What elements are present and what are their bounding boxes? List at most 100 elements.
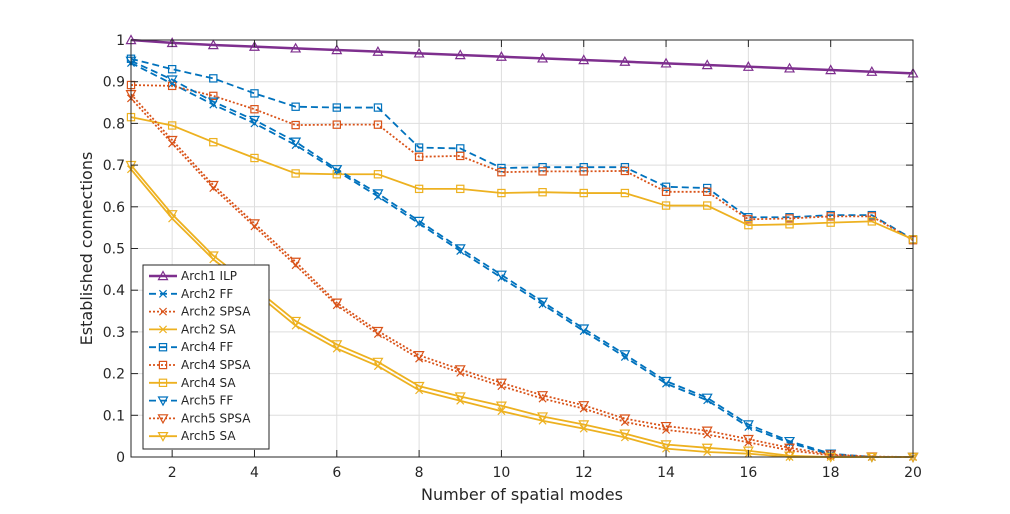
legend-entry: Arch5 SA <box>149 429 236 443</box>
data-point-marker <box>250 153 259 163</box>
data-point-marker <box>661 182 671 191</box>
x-axis-ticks: 2 4 6 8 10 12 14 16 18 20 <box>168 40 922 481</box>
data-point-marker <box>167 81 177 91</box>
data-point-marker <box>373 120 383 129</box>
data-point-marker <box>578 54 590 65</box>
x-tick-label: 6 <box>332 465 341 481</box>
data-point-marker <box>620 166 630 176</box>
data-point-marker <box>454 365 466 376</box>
legend-entry: Arch4 SA <box>149 376 236 390</box>
data-point-marker <box>784 451 796 462</box>
data-point-marker <box>579 167 588 176</box>
y-tick-label: 0.5 <box>103 242 125 258</box>
series-line <box>130 84 914 241</box>
data-point-marker <box>784 62 796 73</box>
x-tick-label: 12 <box>575 465 593 481</box>
y-tick-label: 1 <box>116 33 125 49</box>
data-point-marker <box>495 50 507 61</box>
data-point-marker <box>167 121 177 130</box>
data-point-marker <box>703 187 712 196</box>
x-tick-label: 10 <box>493 465 511 481</box>
data-point-marker <box>454 244 466 255</box>
legend-entry: Arch1 ILP <box>149 269 237 283</box>
data-point-marker <box>291 120 300 130</box>
data-point-marker <box>157 270 169 281</box>
data-point-marker <box>703 201 712 210</box>
x-tick-label: 2 <box>168 465 177 481</box>
data-point-marker <box>158 325 168 334</box>
data-point-marker <box>290 137 302 148</box>
y-tick-label: 0.2 <box>103 367 125 383</box>
data-point-marker <box>495 401 507 412</box>
data-point-marker <box>332 120 341 129</box>
data-point-marker <box>158 307 168 316</box>
data-point-marker <box>209 91 218 101</box>
legend-entry: Arch4 FF <box>149 340 233 354</box>
data-point-marker <box>207 251 219 262</box>
data-point-marker <box>414 143 424 152</box>
data-point-marker <box>497 188 506 198</box>
data-point-marker <box>619 55 631 66</box>
legend-label: Arch4 SPSA <box>181 358 251 372</box>
data-point-marker <box>331 298 343 309</box>
data-point-marker <box>454 392 466 403</box>
data-point-marker <box>157 432 169 442</box>
legend: Arch1 ILP Arch2 FF Arch2 SPSA Arch2 SA Arch4… <box>142 264 270 450</box>
legend-entry: Arch5 FF <box>149 394 233 408</box>
legend-entry: Arch5 SPSA <box>149 411 251 425</box>
y-tick-label: 0.3 <box>103 325 125 341</box>
data-point-marker <box>413 351 425 361</box>
data-point-marker <box>701 426 713 437</box>
data-point-marker <box>537 52 549 63</box>
y-tick-label: 0.8 <box>103 116 125 132</box>
x-tick-label: 8 <box>415 465 424 481</box>
x-tick-label: 20 <box>904 465 922 481</box>
x-tick-label: 16 <box>739 465 757 481</box>
legend-label: Arch5 SA <box>181 429 236 443</box>
data-point-marker <box>372 45 384 56</box>
data-point-marker <box>742 60 754 71</box>
data-point-marker <box>701 393 713 404</box>
data-point-marker <box>373 170 383 179</box>
data-point-marker <box>207 39 219 50</box>
legend-entry: Arch4 SPSA <box>149 358 251 372</box>
legend-label: Arch5 FF <box>181 394 233 408</box>
data-point-marker <box>538 167 547 176</box>
data-point-marker <box>619 350 631 361</box>
data-point-marker <box>784 443 796 454</box>
data-point-marker <box>331 340 343 351</box>
data-point-marker <box>414 152 424 161</box>
data-point-marker <box>742 420 754 431</box>
data-point-marker <box>414 184 424 194</box>
data-point-marker <box>579 188 588 198</box>
data-point-marker <box>209 74 218 83</box>
x-tick-label: 14 <box>657 465 675 481</box>
data-point-marker <box>331 44 343 55</box>
data-point-marker <box>290 316 302 327</box>
data-point-marker <box>660 376 672 387</box>
y-tick-label: 0.4 <box>103 283 125 299</box>
data-point-marker <box>537 412 549 423</box>
series-line <box>130 57 914 241</box>
series-line <box>130 62 913 458</box>
legend-label: Arch1 ILP <box>181 269 237 283</box>
data-point-marker <box>619 414 631 425</box>
series-line <box>130 60 913 458</box>
data-point-marker <box>660 421 672 432</box>
x-tick-label: 18 <box>822 465 840 481</box>
data-point-marker <box>538 188 547 197</box>
data-point-marker <box>158 378 168 388</box>
data-point-marker <box>209 137 218 147</box>
data-point-marker <box>497 167 506 177</box>
data-point-marker <box>826 218 835 227</box>
series-line <box>130 38 914 75</box>
legend-entry: Arch2 SA <box>149 322 236 336</box>
data-point-marker <box>495 270 507 281</box>
legend-box <box>142 264 270 450</box>
data-point-marker <box>785 214 794 223</box>
data-point-marker <box>372 189 384 200</box>
data-point-marker <box>744 215 753 224</box>
data-point-marker <box>332 103 341 112</box>
series-line <box>130 116 914 241</box>
y-axis-ticks: 0 0.1 0.2 0.3 0.4 0.5 0.6 0.7 0.8 0.9 1 <box>103 33 913 466</box>
